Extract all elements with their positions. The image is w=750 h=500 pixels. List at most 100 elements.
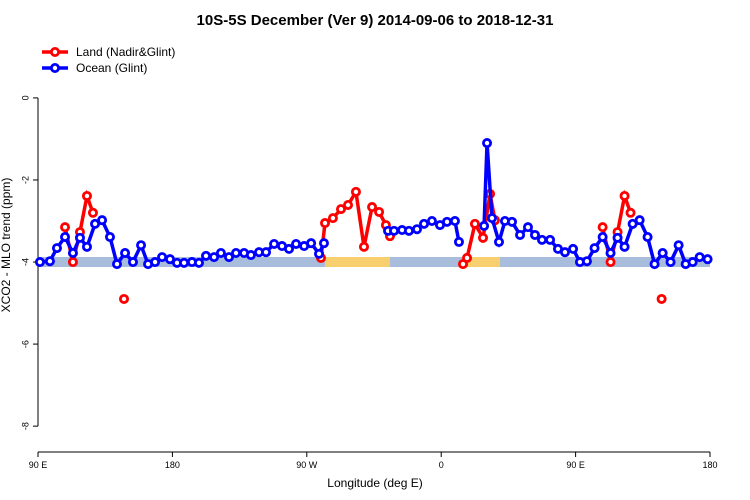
data-point [522, 222, 533, 233]
data-point [374, 206, 385, 217]
data-point [589, 243, 600, 254]
data-point [327, 213, 338, 224]
data-point [150, 257, 161, 268]
x-tick-label: 180 [702, 460, 717, 470]
data-point [537, 234, 548, 245]
data-point [67, 248, 78, 259]
data-point [335, 204, 346, 215]
data-point [51, 243, 62, 254]
data-point [97, 215, 108, 226]
data-point [412, 224, 423, 235]
data-point [245, 250, 256, 261]
data-point [74, 232, 85, 243]
data-point [90, 218, 101, 229]
data-point [687, 257, 698, 268]
data-point [306, 238, 317, 249]
data-point [67, 257, 78, 268]
data-point [462, 252, 473, 263]
data-point [314, 248, 325, 259]
data-point [702, 254, 713, 265]
data-point [320, 218, 331, 229]
x-tick-label: 0 [439, 460, 444, 470]
data-point [81, 190, 92, 201]
y-tick-label: -6 [20, 340, 30, 348]
legend-marker [50, 63, 61, 74]
data-point [119, 293, 130, 304]
legend-label: Land (Nadir&Glint) [76, 45, 175, 59]
data-point [469, 218, 480, 229]
y-tick-label: -8 [20, 422, 30, 430]
data-point [358, 241, 369, 252]
data-point [694, 252, 705, 263]
data-point [529, 229, 540, 240]
data-point [367, 202, 378, 213]
land-strip [325, 257, 390, 267]
y-axis-label: XCO2 - MLO trend (ppm) [0, 178, 13, 313]
data-point [612, 232, 623, 243]
data-point [60, 222, 71, 233]
y-tick-label: 0 [20, 95, 30, 100]
data-point [605, 257, 616, 268]
data-point [493, 236, 504, 247]
data-point [261, 247, 272, 258]
data-point [419, 218, 430, 229]
data-point [619, 241, 630, 252]
data-point [389, 225, 400, 236]
data-point [559, 247, 570, 258]
data-point [656, 293, 667, 304]
x-tick-label: 90 W [296, 460, 318, 470]
data-point [231, 248, 242, 259]
y-tick-label: -4 [20, 258, 30, 266]
data-point [179, 257, 190, 268]
data-point [87, 207, 98, 218]
data-point [318, 238, 329, 249]
data-point [223, 252, 234, 263]
data-point [81, 241, 92, 252]
data-point [215, 248, 226, 259]
data-point [649, 259, 660, 270]
data-point [269, 238, 280, 249]
x-tick-label: 90 E [566, 460, 585, 470]
data-point [597, 222, 608, 233]
data-point [120, 248, 131, 259]
x-axis-label: Longitude (deg E) [327, 476, 422, 490]
data-point [486, 213, 497, 224]
data-point [453, 236, 464, 247]
data-point [597, 231, 608, 242]
data-point [157, 252, 168, 263]
data-point [209, 252, 220, 263]
data-point [34, 257, 45, 268]
data-point [442, 216, 453, 227]
data-point [619, 190, 630, 201]
data-point [657, 248, 668, 259]
data-point [284, 243, 295, 254]
data-point [545, 234, 556, 245]
data-point [515, 229, 526, 240]
data-point [291, 238, 302, 249]
legend-label: Ocean (Glint) [76, 61, 147, 75]
data-point [642, 231, 653, 242]
data-point [478, 232, 489, 243]
data-point [44, 256, 55, 267]
data-point [634, 215, 645, 226]
data-point [343, 199, 354, 210]
data-point [449, 215, 460, 226]
data-point [482, 138, 493, 149]
data-point [350, 186, 361, 197]
data-point [165, 254, 176, 265]
data-point [673, 240, 684, 251]
data-point [581, 256, 592, 267]
data-point [605, 248, 616, 259]
data-point [665, 257, 676, 268]
data-point [127, 257, 138, 268]
data-point [627, 218, 638, 229]
data-point [60, 231, 71, 242]
data-point [104, 231, 115, 242]
data-point [625, 207, 636, 218]
data-point [479, 220, 490, 231]
data-point [111, 259, 122, 270]
data-point [136, 240, 147, 251]
legend-marker [50, 47, 61, 58]
data-point [506, 216, 517, 227]
